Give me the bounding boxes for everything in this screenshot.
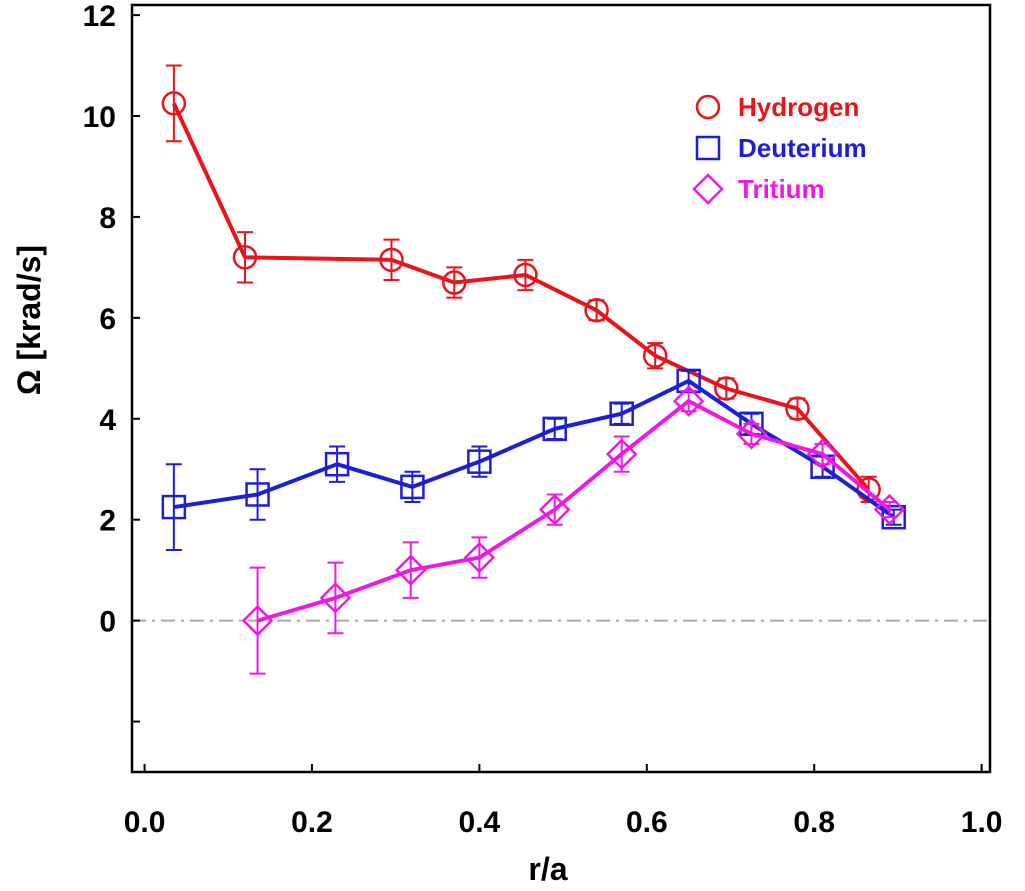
- legend-marker-deuterium: [695, 135, 721, 161]
- tritium-point: [605, 438, 638, 470]
- hydrogen-point: [161, 91, 187, 116]
- x-tick-label: 0.2: [291, 806, 333, 839]
- hydrogen-point: [584, 298, 609, 323]
- y-tick-label: 0: [99, 606, 116, 639]
- hydrogen-point: [232, 245, 258, 270]
- legend-marker-tritium: [692, 173, 724, 205]
- tritium-point: [241, 604, 274, 637]
- y-tick-label: 6: [99, 303, 116, 336]
- hydrogen-point: [513, 262, 538, 288]
- x-tick-label: 0.8: [793, 806, 835, 839]
- deuterium-point: [609, 401, 634, 426]
- x-tick-label: 1.0: [961, 806, 1003, 839]
- tritium-point: [806, 438, 839, 470]
- legend-marker-hydrogen: [695, 94, 721, 120]
- legend-label-hydrogen: Hydrogen: [738, 92, 859, 122]
- deuterium-point: [542, 416, 567, 442]
- x-tick-label: 0.4: [459, 806, 501, 839]
- deuterium-point: [245, 482, 270, 507]
- y-tick-label: 8: [99, 202, 116, 235]
- tritium-line: [257, 399, 891, 623]
- hydrogen-point: [442, 270, 467, 295]
- legend: Hydrogen Deuterium Tritium: [692, 92, 867, 205]
- tritium-point: [319, 582, 352, 614]
- y-tick-label: 12: [83, 0, 116, 33]
- series-hydrogen: [161, 64, 881, 504]
- y-axis-title: Ω [krad/s]: [11, 245, 47, 395]
- hydrogen-point: [379, 247, 404, 273]
- x-tick-label: 0.0: [124, 806, 166, 839]
- tritium-point: [394, 554, 427, 586]
- x-tick-label: 0.6: [626, 806, 668, 839]
- deuterium-point: [161, 494, 187, 520]
- deuterium-point: [467, 449, 492, 474]
- hydrogen-point: [642, 343, 668, 368]
- hydrogen-point: [785, 396, 810, 421]
- deuterium-point: [324, 451, 350, 477]
- y-tick-label: 10: [83, 101, 116, 134]
- legend-label-deuterium: Deuterium: [738, 133, 867, 163]
- legend-label-tritium: Tritium: [738, 174, 825, 204]
- tritium-point: [672, 385, 705, 417]
- deuterium-line: [173, 378, 895, 519]
- tritium-point: [873, 493, 906, 526]
- hydrogen-line: [172, 102, 871, 491]
- series-deuterium: [161, 368, 906, 551]
- y-tick-label: 2: [99, 505, 116, 538]
- hydrogen-point: [714, 376, 739, 401]
- tritium-point: [463, 541, 496, 574]
- x-axis-title: r/a: [528, 851, 567, 887]
- deuterium-point: [400, 474, 425, 500]
- tritium-point: [538, 493, 571, 526]
- y-tick-label: 4: [99, 404, 116, 437]
- tritium-point: [735, 418, 768, 450]
- axis-layer: 0.0 0.2 0.4 0.6 0.8 1.0 0 2 4 6 8 10 12: [83, 0, 1003, 839]
- plot-frame: [130, 3, 992, 774]
- series-layer: [161, 64, 906, 675]
- series-tritium: [241, 385, 906, 675]
